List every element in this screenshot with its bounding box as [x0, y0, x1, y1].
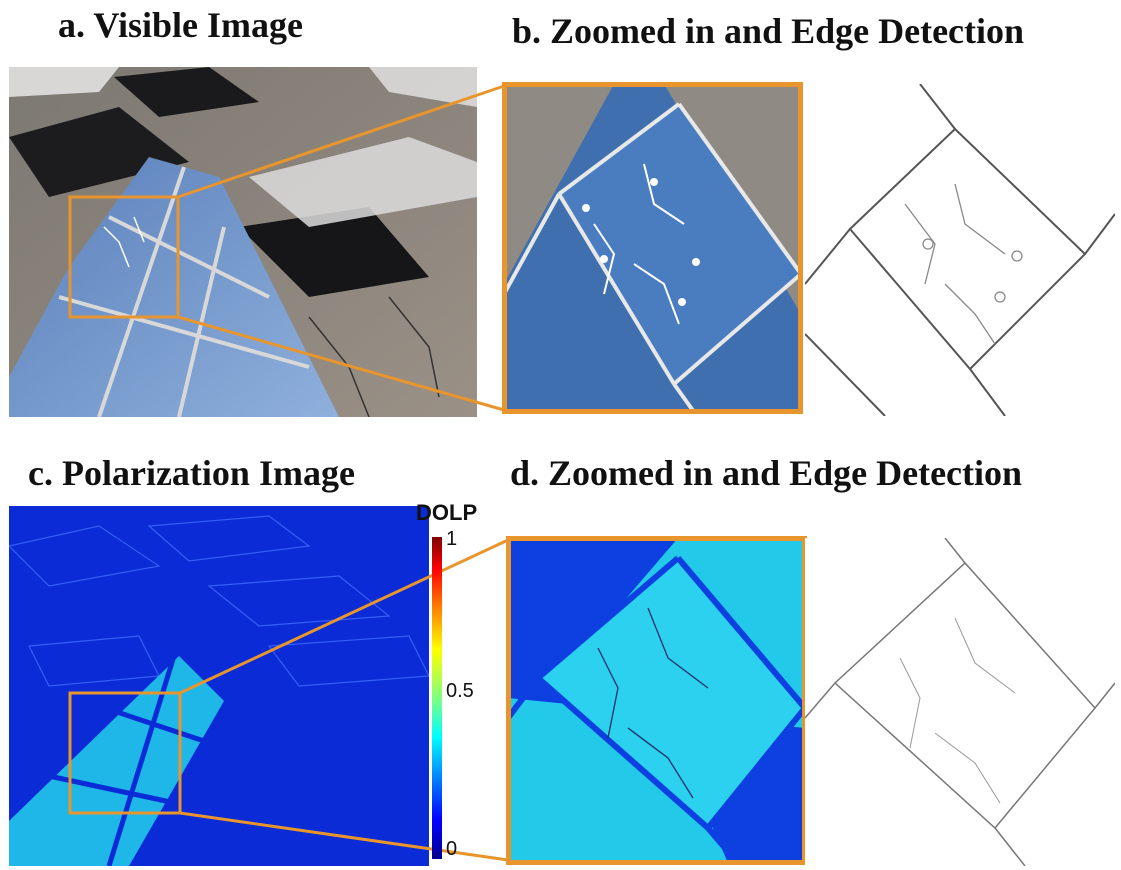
polarization-image — [9, 506, 429, 866]
edge-detection-visible — [805, 84, 1115, 416]
caption-zoomed-polarization: d. Zoomed in and Edge Detection — [510, 453, 1023, 493]
dolp-colorbar — [432, 537, 442, 859]
zoomed-visible-image — [502, 82, 803, 414]
caption-visible-image: a. Visible Image — [58, 5, 304, 45]
colorbar-max-label: 1 — [446, 528, 458, 550]
visible-image — [9, 67, 477, 417]
edge-detection-polarization — [805, 538, 1115, 866]
zoomed-polarization-image — [506, 536, 807, 865]
caption-polarization-image: c. Polarization Image — [28, 453, 355, 493]
colorbar-title: DOLP — [416, 500, 478, 525]
colorbar-min-label: 0 — [446, 838, 458, 860]
colorbar-mid-label: 0.5 — [446, 680, 474, 702]
caption-zoomed-visible: b. Zoomed in and Edge Detection — [512, 11, 1025, 51]
